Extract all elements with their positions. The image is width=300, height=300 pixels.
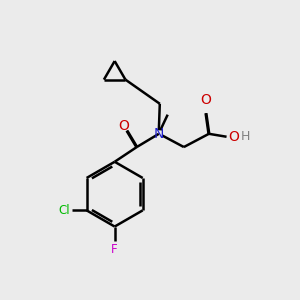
- Text: O: O: [200, 93, 211, 107]
- Text: O: O: [119, 119, 130, 133]
- Text: O: O: [228, 130, 239, 144]
- Text: H: H: [240, 130, 250, 143]
- Text: Cl: Cl: [59, 204, 70, 217]
- Text: N: N: [154, 127, 164, 141]
- Text: F: F: [111, 243, 118, 256]
